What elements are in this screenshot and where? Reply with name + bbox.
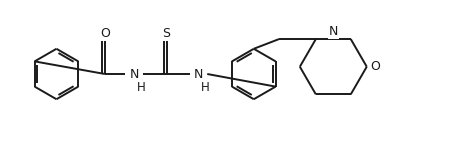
Text: N: N [129, 67, 139, 81]
Text: H: H [201, 81, 210, 94]
Text: O: O [370, 60, 380, 73]
Text: H: H [136, 81, 145, 94]
Text: N: N [194, 67, 203, 81]
Text: O: O [100, 27, 110, 40]
Text: S: S [163, 27, 170, 40]
Text: N: N [328, 25, 338, 38]
